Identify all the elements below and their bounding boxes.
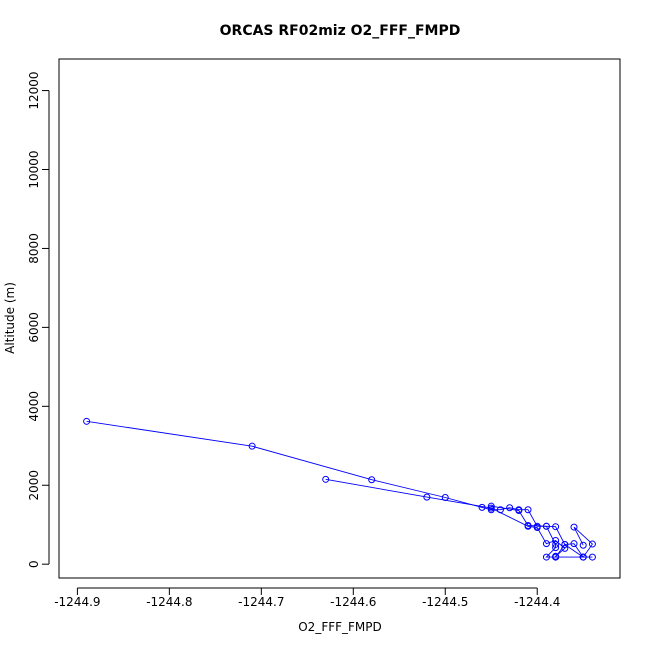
data-point: [552, 523, 560, 531]
data-point: [570, 523, 578, 531]
y-tick-label: 6000: [27, 312, 41, 343]
data-point: [542, 553, 550, 561]
data-point: [524, 506, 532, 514]
x-tick-label: -1244.8: [146, 595, 192, 609]
data-point: [506, 504, 514, 512]
data-point: [533, 523, 541, 531]
plot-frame: [58, 58, 621, 579]
data-series-layer: [83, 417, 596, 561]
data-point: [487, 504, 495, 512]
data-point: [542, 522, 550, 530]
y-tick-label: 0: [27, 560, 41, 568]
y-tick-label: 2000: [27, 470, 41, 501]
data-point: [322, 475, 330, 483]
x-tick-label: -1244.6: [330, 595, 376, 609]
y-tick-label: 4000: [27, 391, 41, 422]
y-tick-label: 10000: [27, 150, 41, 188]
y-tick-label: 8000: [27, 233, 41, 264]
x-tick-label: -1244.7: [238, 595, 284, 609]
data-point: [83, 417, 91, 425]
data-point: [552, 540, 560, 548]
y-axis: 0 2000 4000 6000 8000 10000 12000: [27, 71, 50, 568]
data-point: [515, 507, 523, 515]
x-tick-label: -1244.5: [422, 595, 468, 609]
x-axis-label: O2_FFF_FMPD: [298, 620, 382, 634]
data-point: [552, 553, 560, 561]
x-tick-label: -1244.4: [514, 595, 560, 609]
data-point: [579, 553, 587, 561]
data-point: [248, 442, 256, 450]
y-tick-label: 12000: [27, 71, 41, 109]
data-point: [487, 502, 495, 510]
chart-title: ORCAS RF02miz O2_FFF_FMPD: [220, 23, 461, 39]
data-point: [561, 540, 569, 548]
data-point: [579, 541, 587, 549]
data-point: [552, 537, 560, 545]
data-point: [570, 540, 578, 548]
y-axis-label: Altitude (m): [3, 282, 17, 354]
data-point: [423, 493, 431, 501]
data-point: [542, 540, 550, 548]
series-line: [491, 505, 584, 558]
data-point: [552, 544, 560, 552]
data-point: [524, 522, 532, 530]
data-point: [588, 540, 596, 548]
data-point: [368, 476, 376, 484]
series-line: [86, 420, 593, 558]
x-tick-label: -1244.9: [54, 595, 100, 609]
data-point: [588, 553, 596, 561]
x-axis: -1244.9 -1244.8 -1244.7 -1244.6 -1244.5 -1244…: [54, 587, 560, 609]
